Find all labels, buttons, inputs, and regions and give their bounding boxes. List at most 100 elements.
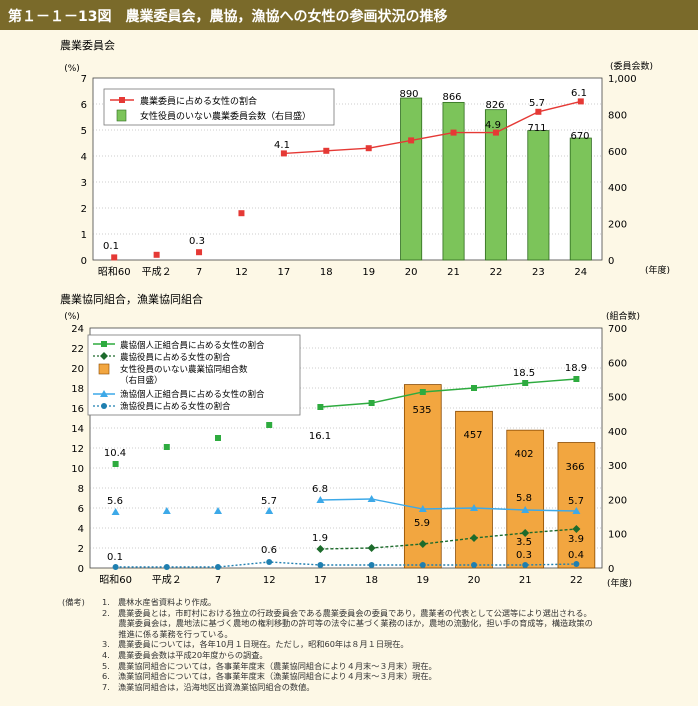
x-tick-label: 22 [490,267,503,278]
chart-top-legend: 農業委員に占める女性の割合 女性役員のいない農業委員会数（右目盛） [103,88,335,126]
line-data-label: 6.1 [571,88,587,99]
line-data-label: 4.9 [485,120,501,131]
y-tick-label: 20 [71,364,84,375]
y-tick-label: 6 [78,504,84,515]
data-point [323,147,330,154]
series-line [115,561,577,568]
data-point [215,435,221,441]
y-tick-label: 4 [81,152,87,163]
note-row: 4. 農業委員会数は平成20年度からの調査。 [62,650,692,661]
y2-tick-label: 300 [608,461,627,472]
note-row: 5. 農業協同組合については，各事業年度末（農業協同組合により４月末～３月末）現… [62,661,692,672]
data-point [419,389,426,395]
data-point [266,559,273,565]
note-row: 6. 漁業協同組合については，各事業年度末（漁業協同組合により４月末～３月末）現… [62,671,692,682]
note-row: 農業委員会は，農地法に基づく農地の権利移動の許可等の法令に基づく業務のほか，農地… [62,618,692,629]
x-tick-label: 平成２ [142,266,172,278]
figure-title: 第１－１－13図 農業委員会，農協，漁協への女性の参画状況の推移 [8,9,448,25]
x-tick-label: 7 [196,267,202,278]
y-tick-label: 18 [71,384,84,395]
data-point [280,150,287,157]
line-data-label: 18.5 [513,368,535,379]
data-point [111,508,120,515]
legend-bar-swatch [116,109,127,122]
series-line [320,498,577,512]
data-point [450,129,457,136]
bar-data-label: 366 [565,462,584,473]
data-point [492,129,499,136]
y2-tick-label: 0 [608,564,614,575]
x-tick-label: 21 [447,267,460,278]
y-tick-label: 24 [71,324,84,335]
x-tick-label: 21 [519,575,532,586]
legend-marker-swatch [101,341,107,347]
x-tick-label: 18 [365,575,378,586]
note-row: 2. 農業委員とは，市町村における独立の行政委員会である農業委員会の委員であり，… [62,608,692,619]
bar-data-label: 670 [570,131,589,142]
y-tick-label: 16 [71,404,84,415]
line-data-label: 1.9 [312,533,328,544]
note-text: 6. 漁業協同組合については，各事業年度末（漁業協同組合により４月末～３月末）現… [102,671,437,682]
data-point [573,376,580,382]
y-tick-label: 2 [78,544,84,555]
y2-tick-label: 200 [608,220,627,231]
data-point [266,422,273,428]
bar [569,137,592,261]
y-tick-label: 1 [81,230,87,241]
legend-entry-label: 女性役員のいない農業委員会数（右目盛） [140,110,311,122]
y-tick-label: 12 [71,444,84,455]
bar [506,429,545,569]
data-point [367,495,376,502]
x-tick-label: 7 [215,575,221,586]
data-point [365,145,372,152]
y2-tick-label: 600 [608,147,627,158]
series-line [283,100,581,155]
note-row: 3. 農業委員については，各年10月１日現在。ただし，昭和60年は８月１日現在。 [62,639,692,650]
note-text: 2. 農業委員とは，市町村における独立の行政委員会である農業委員会の委員であり，… [102,607,592,618]
note-text: 3. 農業委員については，各年10月１日現在。ただし，昭和60年は８月１日現在。 [102,639,409,650]
y-tick-label: 6 [81,100,87,111]
data-point [196,249,203,256]
y2-tick-label: 500 [608,393,627,404]
legend-entry-label: （右目盛） [120,375,163,386]
x-tick-label: 20 [405,267,418,278]
legend-entry-label: 漁協役員に占める女性の割合 [120,401,231,412]
bar-data-label: 711 [527,123,546,134]
data-point [470,504,478,511]
data-point [163,564,170,570]
legend-marker-swatch [100,390,108,397]
y2-tick-label: 200 [608,495,627,506]
bar [484,109,507,261]
data-point [317,562,324,568]
line-data-label: 5.7 [568,496,584,507]
x-tick-label: 20 [468,575,481,586]
line-data-label: 3.5 [516,537,532,548]
x-tick-label: 12 [263,575,276,586]
chart-top-left-unit: (%) [64,64,80,74]
chart-top-x-unit: (年度) [645,264,670,276]
note-text: 4. 農業委員会数は平成20年度からの調査。 [102,649,268,660]
line-data-label: 10.4 [104,448,126,459]
y-tick-label: 7 [81,74,87,85]
data-point [521,529,530,537]
data-point [418,505,427,512]
legend-entry-label: 女性役員のいない農業協同組合数 [120,364,248,375]
y2-tick-label: 400 [608,427,627,438]
notes-label: (備考) [62,597,85,607]
legend-entry-label: 農業委員に占める女性の割合 [140,95,257,107]
data-point [521,506,530,513]
data-point [471,385,477,391]
y-tick-label: 10 [71,464,84,475]
y2-tick-label: 0 [608,256,614,267]
line-data-label: 16.1 [309,431,331,442]
data-point [368,562,375,568]
y2-tick-label: 1,000 [608,74,637,85]
line-data-label: 0.3 [516,550,532,561]
y2-tick-label: 800 [608,110,627,121]
legend-entry-label: 農協個人正組合員に占める女性の割合 [120,340,265,351]
data-point [471,562,477,568]
figure-header: 第１－１－13図 農業委員会，農協，漁協への女性の参画状況の推移 [0,0,698,30]
chart-bottom-x-unit: (年度) [607,577,632,589]
bar-data-label: 866 [442,92,461,103]
data-point [317,404,324,410]
